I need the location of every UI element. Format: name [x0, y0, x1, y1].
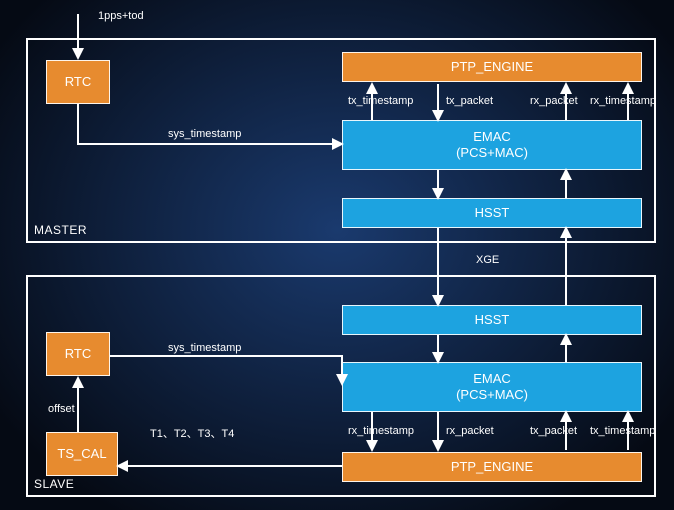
node-s_ptp: PTP_ENGINE — [342, 452, 642, 482]
label-l_s_txts: tx_timestamp — [590, 425, 655, 437]
node-m_emac: EMAC(PCS+MAC) — [342, 120, 642, 170]
label-l_m_sys: sys_timestamp — [168, 128, 241, 140]
label-l_1pps: 1pps+tod — [98, 10, 144, 22]
label-l_s_sys: sys_timestamp — [168, 342, 241, 354]
node-m_rtc: RTC — [46, 60, 110, 104]
label-l_m_rxpkt: rx_packet — [530, 95, 578, 107]
panel-label-slave: SLAVE — [34, 477, 74, 491]
label-l_offset: offset — [48, 403, 75, 415]
node-m_ptp: PTP_ENGINE — [342, 52, 642, 82]
label-l_s_txpkt: tx_packet — [530, 425, 577, 437]
label-l_xge: XGE — [476, 254, 499, 266]
label-l_m_txpkt: tx_packet — [446, 95, 493, 107]
label-l_s_rxts: rx_timestamp — [348, 425, 414, 437]
diagram-stage: MASTER SLAVE RTC PTP_ENGINE EMAC(PCS+MAC) HSS… — [0, 0, 674, 510]
label-l_t1234: T1、T2、T3、T4 — [150, 425, 234, 441]
node-s_hsst: HSST — [342, 305, 642, 335]
panel-label-master: MASTER — [34, 223, 87, 237]
label-l_s_rxpkt: rx_packet — [446, 425, 494, 437]
node-s_rtc: RTC — [46, 332, 110, 376]
node-s_tscal: TS_CAL — [46, 432, 118, 476]
label-l_m_txts: tx_timestamp — [348, 95, 413, 107]
node-m_hsst: HSST — [342, 198, 642, 228]
node-s_emac: EMAC(PCS+MAC) — [342, 362, 642, 412]
label-l_m_rxts: rx_timestamp — [590, 95, 656, 107]
